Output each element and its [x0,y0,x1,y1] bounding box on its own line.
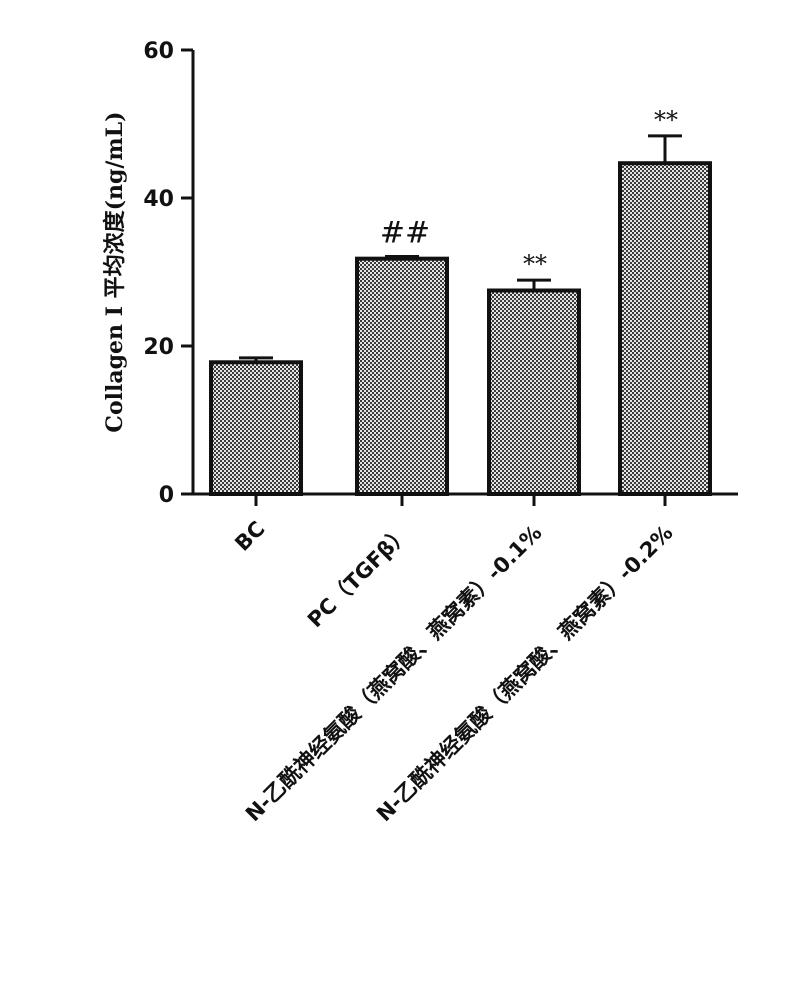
bar [487,288,581,496]
x-category-label: BC [230,517,269,556]
y-tick-label: 60 [143,39,174,64]
y-tick-label: 40 [143,187,174,212]
significance-label: ## [380,215,430,250]
bar-group: ## [355,215,449,506]
x-category-label: PC（TGFβ） [303,521,415,633]
bar-group: ** [618,106,712,506]
bar [618,161,712,496]
significance-label: ** [523,250,547,278]
bars-group: ## ** ** [209,106,712,506]
significance-label: ** [654,106,678,134]
y-axis-title: Collagen I 平均浓度(ng/mL) [102,111,128,432]
x-category-label: N-乙酰神经氨酸（燕窝酸、燕窝素）-0.1% [241,521,547,827]
y-ticks-group: 0 20 40 60 [143,39,193,508]
x-labels-group: BC PC（TGFβ）N-乙酰神经氨酸（燕窝酸、燕窝素）-0.1%N-乙酰神经氨酸… [230,517,677,827]
y-tick-label: 20 [143,335,174,360]
bar-group [209,356,303,506]
y-tick-label: 0 [159,483,174,508]
bar-group: ** [487,250,581,506]
bar [355,256,449,496]
bar [209,360,303,496]
x-category-label: N-乙酰神经氨酸（燕窝酸、燕窝素）-0.2% [372,521,678,827]
